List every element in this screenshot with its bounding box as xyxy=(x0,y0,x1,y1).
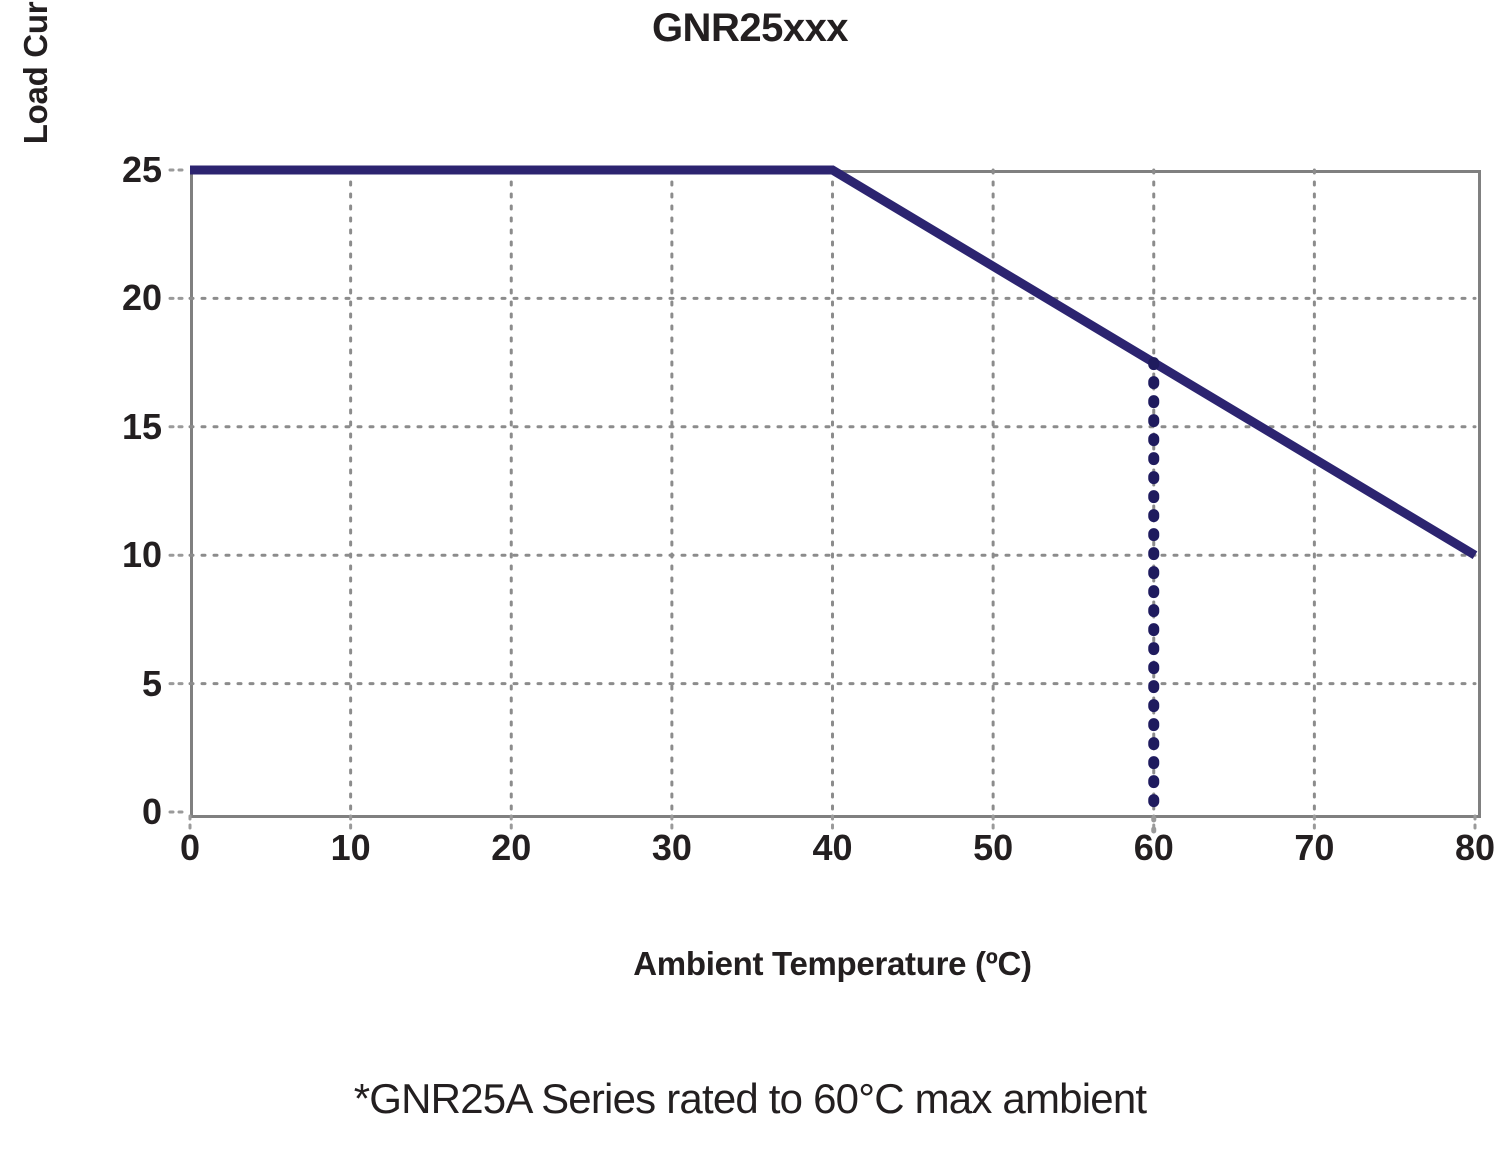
y-tick-label: 25 xyxy=(121,149,162,190)
chart-footnote: *GNR25A Series rated to 60°C max ambient xyxy=(353,1075,1147,1122)
gridlines xyxy=(188,168,1477,814)
x-tick-label: 20 xyxy=(491,827,532,868)
y-tick-label: 15 xyxy=(121,405,162,447)
y-tick-label: 20 xyxy=(121,277,162,319)
x-axis-title: Ambient Temperature (ºC) xyxy=(633,945,1032,982)
x-tick-label: 40 xyxy=(812,827,853,868)
y-tick-label: 5 xyxy=(141,662,162,704)
axis-ticks-layer xyxy=(168,168,1477,834)
chart-title: GNR25xxx xyxy=(651,6,849,50)
y-tick-label: 10 xyxy=(121,534,162,576)
data-line xyxy=(190,165,1478,560)
x-tick-label: 10 xyxy=(330,827,371,868)
y-tick-label: 0 xyxy=(141,791,162,832)
x-tick-label: 80 xyxy=(1454,827,1496,868)
x-tick-label: 70 xyxy=(1294,827,1335,868)
x-tick-label: 0 xyxy=(179,827,201,868)
plot-canvas xyxy=(168,165,1478,835)
x-tick-label: 30 xyxy=(651,827,692,868)
x-tick-label: 50 xyxy=(973,827,1014,868)
data-series-layer xyxy=(190,165,1478,560)
y-axis-title: Load Current per phase (Amps) xyxy=(10,0,62,222)
x-tick-label: 60 xyxy=(1133,827,1174,868)
plot-area xyxy=(190,170,1481,818)
